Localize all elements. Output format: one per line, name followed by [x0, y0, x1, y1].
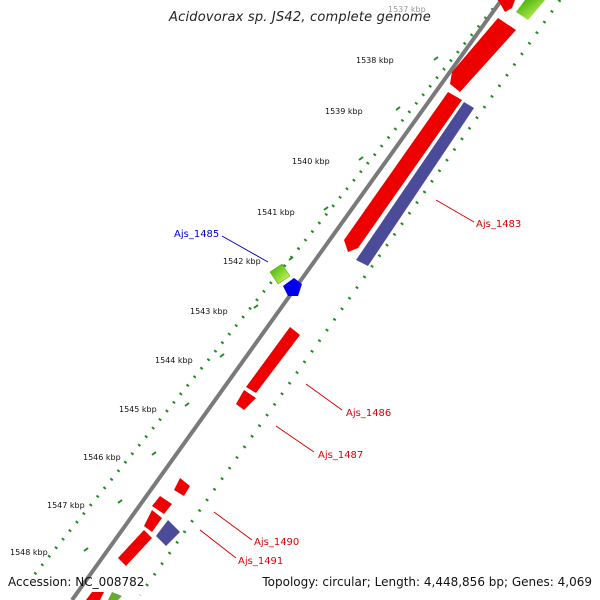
ruler-label-1542: 1542 kbp — [223, 257, 261, 266]
gene-bottom-green[interactable] — [108, 592, 122, 600]
gene-ajs-1490-red[interactable] — [144, 510, 162, 532]
leader-ajs-1485 — [221, 235, 269, 263]
accession-text: Accession: NC_008782 — [8, 575, 145, 589]
leader-ajs-1487 — [275, 425, 315, 453]
leader-ajs-1483 — [435, 199, 475, 223]
label-ajs-1486[interactable]: Ajs_1486 — [346, 408, 391, 419]
ruler-label-1541: 1541 kbp — [257, 208, 295, 217]
ruler-label-1538: 1538 kbp — [356, 56, 394, 65]
gene-ajs-1485[interactable] — [283, 278, 302, 296]
label-ajs-1485[interactable]: Ajs_1485 — [174, 229, 219, 240]
ruler-label-1547: 1547 kbp — [47, 501, 85, 510]
gene-top-red-1[interactable] — [498, 0, 515, 12]
gene-ajs-1483[interactable] — [356, 102, 474, 266]
gene-ajs-1485-green[interactable] — [269, 263, 291, 285]
gene-ajs-1483-red[interactable] — [344, 92, 462, 252]
ruler-label-1537: 1537 kbp — [388, 5, 426, 14]
gene-ajs-1489[interactable] — [152, 496, 172, 514]
map-title: Acidovorax sp. JS42, complete genome — [169, 10, 431, 25]
ruler-label-1539: 1539 kbp — [325, 107, 363, 116]
leader-ajs-1491 — [199, 529, 237, 559]
gene-ajs-1482[interactable] — [450, 18, 516, 92]
genome-backbone — [70, 0, 504, 600]
gene-ajs-1487[interactable] — [236, 390, 256, 410]
label-ajs-1483[interactable]: Ajs_1483 — [476, 219, 521, 230]
leader-ajs-1486 — [305, 383, 343, 411]
inner-tick-track — [138, 0, 562, 596]
label-ajs-1490[interactable]: Ajs_1490 — [254, 537, 299, 548]
gene-ajs-1491[interactable] — [118, 530, 152, 566]
ruler-label-1546: 1546 kbp — [83, 453, 121, 462]
gene-bottom-red[interactable] — [86, 592, 104, 600]
ruler-label-1543: 1543 kbp — [190, 307, 228, 316]
ruler-major-ticks — [83, 56, 439, 552]
label-ajs-1491[interactable]: Ajs_1491 — [238, 556, 283, 567]
label-ajs-1487[interactable]: Ajs_1487 — [318, 450, 363, 461]
gene-ajs-1490[interactable] — [156, 520, 180, 546]
ruler-label-1544: 1544 kbp — [155, 356, 193, 365]
gene-top-green[interactable] — [516, 0, 545, 20]
ruler-label-1540: 1540 kbp — [292, 157, 330, 166]
ruler-label-1548: 1548 kbp — [10, 548, 48, 557]
ruler-label-1545: 1545 kbp — [119, 405, 157, 414]
leader-ajs-1490 — [213, 511, 253, 541]
genome-summary-text: Topology: circular; Length: 4,448,856 bp… — [262, 575, 592, 589]
gene-ajs-1488[interactable] — [174, 478, 190, 496]
outer-tick-track — [28, 0, 502, 581]
gene-ajs-1486[interactable] — [246, 327, 300, 393]
